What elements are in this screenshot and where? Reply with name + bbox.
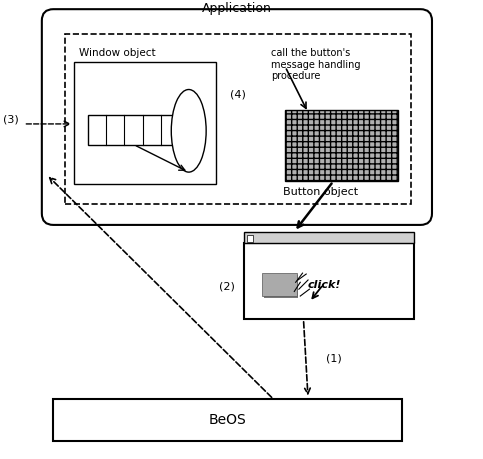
Text: (1): (1) — [327, 354, 342, 364]
Text: BeOS: BeOS — [209, 413, 247, 427]
FancyBboxPatch shape — [42, 9, 432, 225]
Text: click!: click! — [308, 280, 341, 291]
Text: call the button's
message handling
procedure: call the button's message handling proce… — [271, 48, 361, 81]
Bar — [262, 273, 297, 296]
Bar — [285, 110, 398, 181]
Bar — [74, 62, 216, 184]
Text: Application: Application — [202, 2, 272, 15]
Ellipse shape — [171, 90, 206, 172]
Text: Button object: Button object — [283, 187, 358, 197]
Text: (3): (3) — [3, 114, 19, 124]
Bar — [244, 232, 413, 243]
Bar — [53, 399, 402, 441]
Bar — [65, 34, 412, 204]
Text: (2): (2) — [218, 282, 234, 292]
Bar — [88, 115, 180, 145]
Text: (4): (4) — [230, 89, 246, 99]
Bar — [247, 235, 254, 242]
Bar — [264, 275, 298, 298]
Text: Window object: Window object — [79, 48, 155, 58]
Bar — [244, 243, 413, 319]
